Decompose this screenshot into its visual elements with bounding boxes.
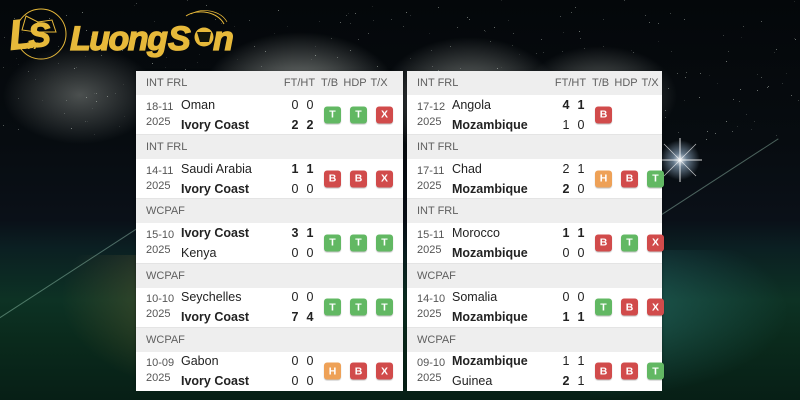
svg-text:Luong: Luong bbox=[70, 20, 168, 58]
svg-text:S: S bbox=[168, 20, 191, 58]
svg-text:.TV: .TV bbox=[24, 41, 39, 51]
svg-text:n: n bbox=[213, 20, 233, 58]
